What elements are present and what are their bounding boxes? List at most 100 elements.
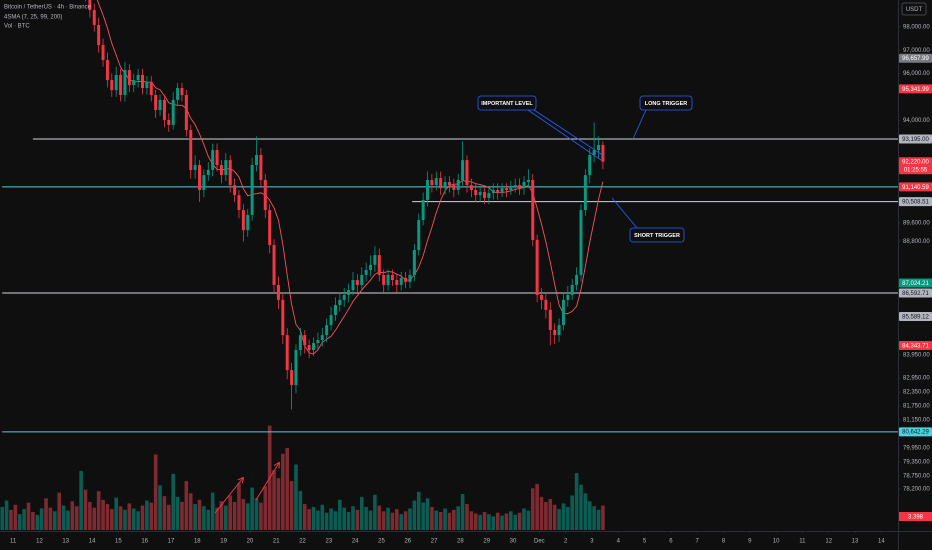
- x-tick-label: 11: [10, 539, 17, 545]
- volume-bar: [167, 504, 171, 530]
- candle-body: [377, 255, 381, 275]
- volume-bar: [495, 512, 500, 530]
- volume-bar: [219, 501, 224, 530]
- candle-body: [566, 294, 570, 300]
- price-label: 85,589.12: [902, 314, 929, 320]
- volume-bar: [263, 486, 268, 530]
- volume-bar: [61, 505, 66, 530]
- volume-bar: [390, 512, 395, 530]
- volume-bar: [438, 512, 443, 530]
- candle-body: [421, 200, 425, 221]
- candle-body: [294, 350, 298, 386]
- volume-bar: [96, 491, 101, 530]
- volume-bar: [285, 447, 290, 530]
- volume-bar: [206, 509, 211, 530]
- price-label-box: [899, 157, 932, 175]
- volume-bar: [31, 512, 35, 530]
- volume-bar: [566, 506, 570, 530]
- candle-body: [320, 335, 324, 340]
- x-tick-label: 13: [62, 539, 69, 545]
- volume-bar: [473, 513, 478, 530]
- price-label-box: [899, 84, 932, 94]
- y-tick-label: 81,750.00: [903, 404, 930, 410]
- x-tick-label: 18: [194, 539, 201, 545]
- candle-body: [417, 220, 421, 250]
- candle-body: [88, 0, 92, 11]
- candle-body: [171, 99, 175, 125]
- volume-bar: [210, 492, 215, 530]
- volume-bar: [105, 504, 110, 530]
- y-tick-label: 89,600.00: [903, 220, 930, 226]
- currency-box[interactable]: [901, 2, 927, 16]
- x-tick-label: 12: [36, 539, 43, 545]
- volume-bar: [408, 508, 412, 530]
- candle-body: [483, 192, 487, 198]
- volume-bar: [478, 514, 482, 530]
- volume-bar: [544, 501, 548, 530]
- price-label: 80,642.29: [902, 430, 929, 436]
- volume-bar: [311, 506, 316, 530]
- volume-bar: [110, 509, 114, 530]
- volume-bar: [452, 509, 456, 530]
- volume-bar: [552, 504, 557, 530]
- x-tick-label: Dec: [534, 539, 545, 545]
- volume-bar: [592, 506, 596, 530]
- volume-bar: [504, 513, 509, 530]
- candle-body: [97, 25, 101, 46]
- price-label: 93,195.00: [902, 137, 929, 143]
- candle-body: [206, 169, 210, 176]
- volume-bar: [53, 511, 57, 530]
- volume-bar: [88, 501, 92, 530]
- volume-bar: [583, 493, 588, 530]
- volume-bar: [487, 514, 491, 530]
- volume-bar: [245, 503, 250, 530]
- candle-body: [211, 150, 215, 170]
- volume-bar: [158, 485, 162, 530]
- price-label: 84,343.71: [902, 343, 929, 349]
- volume-bar: [522, 508, 526, 530]
- volume-bar: [351, 506, 355, 530]
- volume-bar: [491, 516, 496, 530]
- candle-body: [469, 185, 473, 190]
- price-label: 91,140.59: [902, 185, 929, 191]
- annotation-text: LONG TRIGGER: [645, 101, 688, 107]
- candle-body: [561, 299, 565, 326]
- x-tick-label: 30: [510, 539, 517, 545]
- volume-bar: [276, 478, 281, 530]
- volume-bar: [561, 503, 566, 530]
- candle-body: [461, 160, 465, 180]
- volume-bar: [237, 483, 241, 530]
- currency[interactable]: USDT: [906, 7, 923, 13]
- plot-area: [0, 0, 898, 530]
- candle-body: [193, 165, 197, 170]
- candle-body: [399, 277, 403, 285]
- price-label-box: [899, 288, 932, 298]
- candle-body: [316, 339, 320, 344]
- candle-body: [237, 195, 241, 211]
- candle-body: [355, 280, 359, 285]
- volume-bar: [421, 502, 425, 530]
- volume-bar: [22, 509, 26, 530]
- candle-body: [338, 299, 342, 306]
- price-label-box: [899, 278, 932, 288]
- candle-body: [167, 119, 171, 125]
- annotation-box: [477, 95, 537, 111]
- volume-bar: [294, 464, 298, 530]
- volume-bar: [79, 470, 83, 530]
- volume-bar: [0, 506, 4, 530]
- candle-body: [443, 182, 447, 189]
- candle-body: [145, 81, 149, 89]
- x-tick-label: 20: [247, 539, 254, 545]
- candle-body: [141, 74, 145, 89]
- volume-bar: [377, 505, 382, 530]
- x-tick-label: 12: [825, 539, 832, 545]
- candle-body: [255, 154, 259, 166]
- volume-bar: [539, 496, 544, 530]
- candle-body: [342, 294, 346, 300]
- volume-arrow: [255, 463, 279, 501]
- y-tick-label: 81,150.00: [903, 418, 930, 424]
- x-tick-label: 25: [378, 539, 385, 545]
- annotation-line: [533, 109, 605, 157]
- volume-bar: [513, 514, 518, 530]
- volume-bar: [241, 499, 246, 530]
